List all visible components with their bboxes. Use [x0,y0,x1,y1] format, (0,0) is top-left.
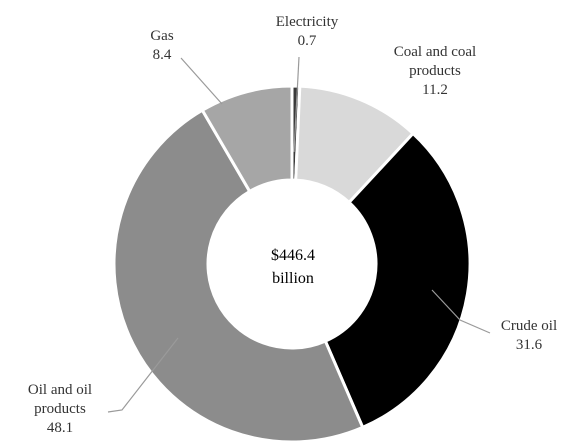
slice-gas [200,84,294,194]
donut-slices [112,84,472,444]
leader-lines [107,56,491,413]
center-label-amount: $446.4 [271,247,315,264]
leader-line-2 [431,289,491,334]
leader-line-4 [180,57,223,105]
data-label-name: products [409,63,461,79]
data-label-name: Electricity [276,14,339,30]
leader-line-0 [293,56,300,153]
data-label-name: products [34,401,86,417]
data-label-name: Crude oil [501,318,557,334]
data-label-name: Oil and oil [28,382,92,398]
data-label-value: 8.4 [153,47,172,63]
center-label-unit: billion [272,270,314,287]
data-label-name: Coal and coal [394,44,476,60]
slice-labels: Electricity 0.7 Coal and coal products 11.2 C… [28,14,557,436]
data-label-value: 0.7 [298,33,317,49]
slice-oil-and-oil-products [112,108,365,444]
data-label-value: 31.6 [516,337,543,353]
slice-crude-oil [323,131,472,430]
data-label-value: 11.2 [422,82,448,98]
leader-line-3 [107,337,179,413]
data-label-name: Gas [150,28,173,44]
data-label-value: 48.1 [47,420,73,436]
